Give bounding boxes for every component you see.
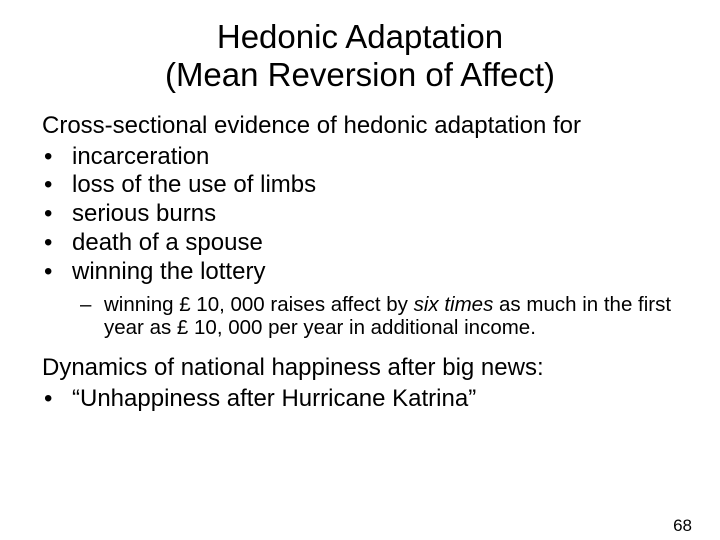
bullet-text: serious burns <box>72 200 216 227</box>
sub-text-italic: six times <box>414 293 494 316</box>
bullet-icon: • <box>44 171 52 200</box>
list-item: • winning the lottery <box>42 258 682 287</box>
dynamics-intro: Dynamics of national happiness after big… <box>42 354 682 383</box>
slide-title: Hedonic Adaptation (Mean Reversion of Af… <box>0 18 720 94</box>
dynamics-bullet-list: • “Unhappiness after Hurricane Katrina” <box>42 385 682 414</box>
bullet-icon: • <box>44 143 52 172</box>
slide: Hedonic Adaptation (Mean Reversion of Af… <box>0 18 720 540</box>
bullet-icon: • <box>44 200 52 229</box>
intro-text: Cross-sectional evidence of hedonic adap… <box>42 112 682 141</box>
bullet-text: winning the lottery <box>72 258 265 285</box>
bullet-list: • incarceration • loss of the use of lim… <box>42 143 682 287</box>
list-item: • “Unhappiness after Hurricane Katrina” <box>42 385 682 414</box>
list-item: • death of a spouse <box>42 229 682 258</box>
bullet-text: death of a spouse <box>72 229 263 256</box>
sub-bullet-list: – winning £ 10, 000 raises affect by six… <box>42 293 682 340</box>
sub-list-item: – winning £ 10, 000 raises affect by six… <box>42 293 682 340</box>
bullet-icon: • <box>44 258 52 287</box>
bullet-text: incarceration <box>72 143 209 170</box>
slide-body: Cross-sectional evidence of hedonic adap… <box>0 112 720 414</box>
list-item: • serious burns <box>42 200 682 229</box>
page-number: 68 <box>673 516 692 536</box>
bullet-text: “Unhappiness after Hurricane Katrina” <box>72 385 476 412</box>
title-line-2: (Mean Reversion of Affect) <box>165 56 555 93</box>
bullet-icon: • <box>44 229 52 258</box>
title-line-1: Hedonic Adaptation <box>217 18 503 55</box>
bullet-text: loss of the use of limbs <box>72 171 316 198</box>
list-item: • loss of the use of limbs <box>42 171 682 200</box>
dash-icon: – <box>80 293 91 317</box>
sub-text-prefix: winning £ 10, 000 raises affect by <box>104 293 414 316</box>
bullet-icon: • <box>44 385 52 414</box>
list-item: • incarceration <box>42 143 682 172</box>
